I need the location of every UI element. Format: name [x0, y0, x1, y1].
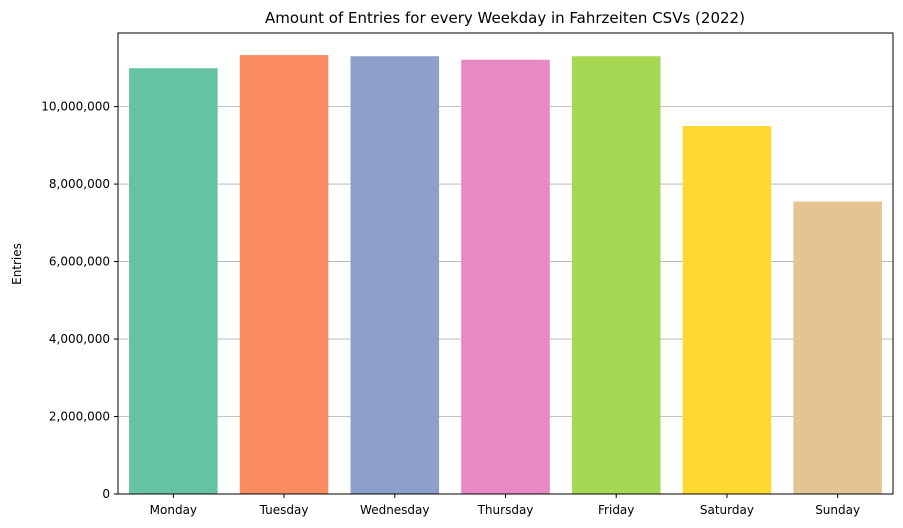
bar-wednesday	[350, 56, 440, 494]
x-axis-ticks: Monday Tuesday Wednesday Thursday Friday Satu…	[150, 494, 860, 517]
bar-saturday	[682, 125, 772, 494]
chart-title: Amount of Entries for every Weekday in F…	[265, 9, 745, 27]
x-tick-label: Friday	[598, 503, 634, 517]
y-tick-label: 10,000,000	[41, 100, 110, 114]
x-tick-label: Tuesday	[259, 503, 309, 517]
x-tick-label: Wednesday	[360, 503, 429, 517]
y-tick-label: 6,000,000	[49, 255, 110, 269]
y-axis-label: Entries	[10, 243, 24, 285]
bar-thursday	[461, 59, 550, 494]
bars	[129, 55, 882, 495]
y-tick-label: 0	[102, 487, 110, 501]
bar-monday	[129, 68, 218, 495]
x-tick-label: Saturday	[700, 503, 754, 517]
y-tick-label: 4,000,000	[49, 332, 110, 346]
bar-tuesday	[239, 55, 329, 494]
bar-sunday	[793, 201, 882, 495]
plot-frame	[117, 32, 894, 495]
x-tick-label: Sunday	[815, 503, 860, 517]
y-axis-ticks: 0 2,000,000 4,000,000 6,000,000 8,000,000 10,…	[41, 100, 118, 501]
x-tick-label: Monday	[150, 503, 197, 517]
x-tick-label: Thursday	[477, 503, 534, 517]
y-tick-label: 2,000,000	[49, 410, 110, 424]
bar-friday	[571, 56, 661, 494]
y-tick-label: 8,000,000	[49, 177, 110, 191]
